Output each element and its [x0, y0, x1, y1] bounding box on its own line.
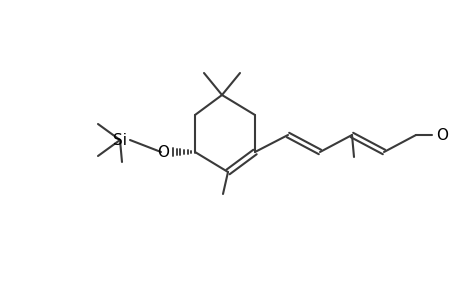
Text: O: O: [435, 128, 447, 142]
Text: Si: Si: [113, 133, 127, 148]
Text: O: O: [157, 145, 168, 160]
